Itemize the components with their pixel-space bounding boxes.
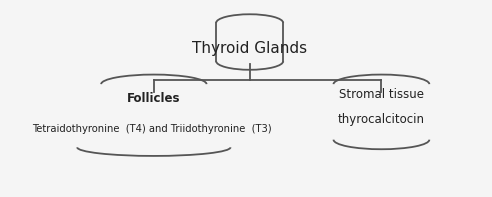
Text: Tetraidothyronine  (T4) and Triidothyronine  (T3): Tetraidothyronine (T4) and Triidothyroni…: [31, 124, 271, 134]
Text: Thyroid Glands: Thyroid Glands: [192, 41, 307, 56]
Text: Stromal tissue: Stromal tissue: [339, 88, 424, 101]
Text: thyrocalcitocin: thyrocalcitocin: [338, 113, 425, 126]
Text: Follicles: Follicles: [127, 92, 181, 105]
